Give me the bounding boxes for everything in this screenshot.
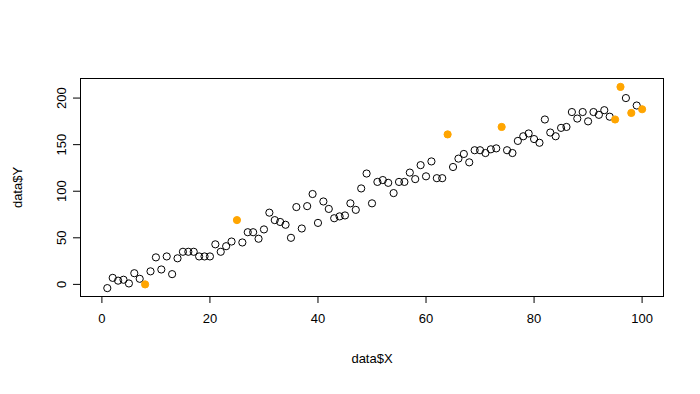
svg-text:60: 60 bbox=[419, 311, 433, 326]
svg-text:data$X: data$X bbox=[351, 351, 393, 366]
svg-text:80: 80 bbox=[527, 311, 541, 326]
svg-text:0: 0 bbox=[54, 281, 69, 288]
svg-text:150: 150 bbox=[54, 134, 69, 156]
svg-text:100: 100 bbox=[631, 311, 653, 326]
svg-text:50: 50 bbox=[54, 231, 69, 245]
svg-text:200: 200 bbox=[54, 87, 69, 109]
svg-text:0: 0 bbox=[98, 311, 105, 326]
svg-text:100: 100 bbox=[54, 180, 69, 202]
svg-text:40: 40 bbox=[311, 311, 325, 326]
svg-text:20: 20 bbox=[203, 311, 217, 326]
svg-text:data$Y: data$Y bbox=[10, 167, 25, 209]
